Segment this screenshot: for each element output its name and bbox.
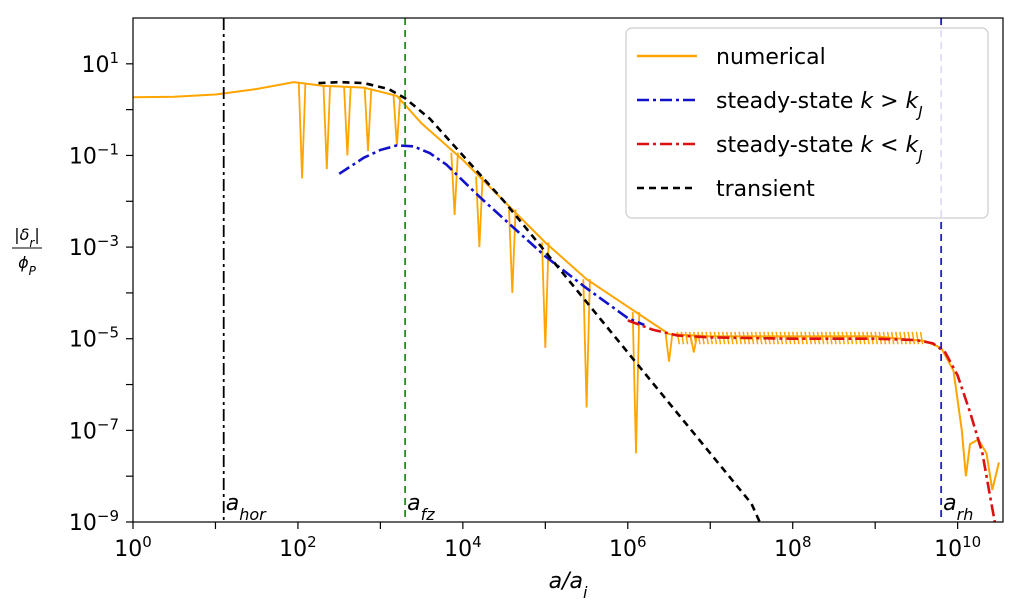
series-numerical-noise <box>693 331 697 345</box>
series-numerical-noise <box>866 331 870 345</box>
y-label-denominator: ϕP <box>18 253 37 278</box>
series-numerical-noise <box>890 331 895 345</box>
series-numerical-dip <box>297 83 307 179</box>
plot-area <box>133 80 1000 522</box>
series-numerical-noise <box>829 331 833 345</box>
legend-item-transient-label: transient <box>716 177 815 202</box>
x-axis-label: a/ai <box>549 569 588 602</box>
vline-label-fz: afz <box>407 491 435 524</box>
x-tick-label: 106 <box>609 533 647 562</box>
series-numerical-noise <box>688 331 693 345</box>
y-tick-label: 10−9 <box>69 507 119 536</box>
vline-label-hor: ahor <box>226 491 267 524</box>
series-numerical-noise <box>750 331 755 345</box>
legend-item-numerical-label: numerical <box>716 45 826 70</box>
axes: ahor afz arh 100 102 104 106 108 1010 101 10−1 10−3… <box>12 17 1004 602</box>
x-tick-label: 1010 <box>934 533 981 562</box>
series-numerical-noise <box>845 331 850 345</box>
series-numerical-noise <box>800 331 804 345</box>
series-numerical-noise <box>915 331 920 345</box>
series-numerical-noise <box>738 331 742 345</box>
y-tick-label: 10−1 <box>69 140 119 169</box>
vline-label-rh: arh <box>943 491 973 524</box>
legend-box <box>625 27 989 219</box>
series-numerical-noise <box>713 331 718 345</box>
series-numerical-noise <box>730 331 734 345</box>
series-numerical-dip <box>631 312 641 454</box>
series-numerical-noise <box>684 331 689 345</box>
legend-item-steady-lt-label: steady-state k < kJ <box>716 133 923 165</box>
series-numerical-noise <box>903 331 907 345</box>
series-numerical-dip <box>363 88 373 151</box>
series-numerical-dip <box>392 95 402 147</box>
series-numerical-noise <box>911 331 916 345</box>
series-transient <box>318 80 761 522</box>
y-tick-label: 10−3 <box>69 232 119 261</box>
series-numerical-dip <box>450 152 459 216</box>
x-tick-label: 102 <box>279 533 317 562</box>
series-numerical-dip <box>475 176 484 248</box>
y-tick-label: 10−7 <box>69 415 119 444</box>
series-numerical-noise <box>775 331 780 345</box>
legend-item-steady-gt-label: steady-state k > kJ <box>716 89 923 121</box>
series-numerical-noise <box>783 331 788 345</box>
series-numerical-noise <box>680 331 685 345</box>
series-steady-state-k-gt-kj <box>338 144 645 327</box>
y-axis-label: |δr| ϕP <box>12 225 42 278</box>
y-tick-label: 10−5 <box>69 324 119 353</box>
x-tick-label: 108 <box>774 533 812 562</box>
series-numerical-envelope <box>133 81 1000 491</box>
series-numerical-dip <box>541 242 550 348</box>
series-numerical-noise <box>676 331 681 345</box>
series-steady-state-k-lt-kj <box>627 319 997 522</box>
y-label-numerator: |δr| <box>14 225 40 250</box>
series-numerical-noise <box>874 331 878 345</box>
series-numerical-dip <box>664 333 674 362</box>
series-numerical-noise <box>907 331 911 345</box>
series-numerical-noise <box>705 331 709 345</box>
series-numerical-dip <box>322 85 331 170</box>
series-numerical-noise <box>895 331 899 345</box>
x-tick-label: 104 <box>444 533 482 562</box>
series-numerical-noise <box>758 331 763 345</box>
series-numerical-noise <box>849 331 854 345</box>
legend: numerical steady-state k > kJ steady-state… <box>625 27 989 219</box>
series-numerical-noise <box>919 331 924 345</box>
series-numerical-noise <box>804 331 808 345</box>
series-numerical-noise <box>899 331 903 345</box>
x-tick-label: 100 <box>114 533 152 562</box>
series-numerical-dip <box>582 279 591 408</box>
series-numerical-noise <box>820 331 825 345</box>
plot-frame <box>132 17 1004 523</box>
series-numerical-dip <box>508 209 517 293</box>
series-numerical-dip <box>343 86 352 156</box>
y-tick-label: 101 <box>81 49 119 78</box>
